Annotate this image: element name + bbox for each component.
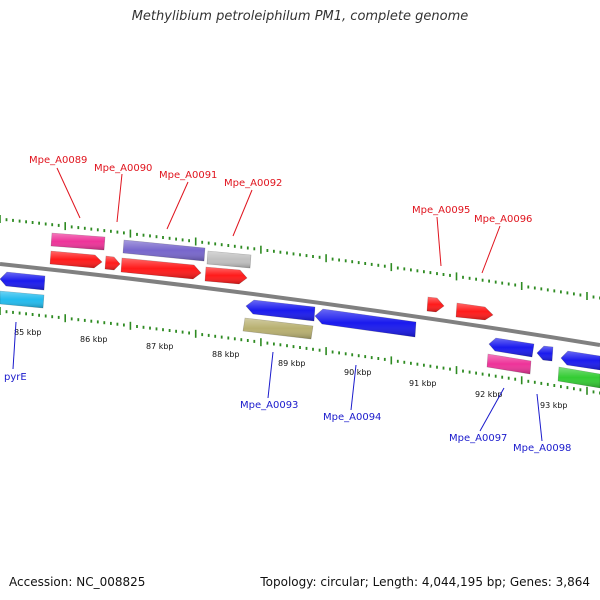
forward-features [49, 232, 494, 321]
leader-mpe-a0092 [232, 189, 253, 237]
forward-gene-labels: Mpe_A0089 Mpe_A0090 Mpe_A0091 Mpe_A0092 … [29, 155, 532, 225]
accession-text: Accession: NC_008825 [9, 575, 146, 589]
leader-mpe-a0097 [479, 387, 505, 432]
ruler-label-87kbp: 87 kbp [146, 342, 174, 351]
leader-mpe-a0089 [56, 167, 81, 219]
label-mpe-a0093[interactable]: Mpe_A0093 [240, 400, 298, 411]
label-mpe-a0096[interactable]: Mpe_A0096 [474, 214, 532, 225]
label-mpe-a0098[interactable]: Mpe_A0098 [513, 443, 571, 454]
ruler-label-90kbp: 90 kbp [344, 368, 372, 377]
topology-text: Topology: circular; Length: 4,044,195 bp… [260, 575, 590, 589]
ruler-label-88kbp: 88 kbp [212, 350, 240, 359]
label-mpe-a0094[interactable]: Mpe_A0094 [323, 412, 381, 423]
label-pyre[interactable]: pyrE [4, 372, 27, 383]
ruler-label-85kbp: 85 kbp [14, 328, 42, 337]
reverse-ruler-ticks [0, 307, 600, 395]
forward-ruler-ticks [0, 215, 600, 300]
label-mpe-a0097[interactable]: Mpe_A0097 [449, 433, 507, 444]
ruler-label-91kbp: 91 kbp [409, 379, 437, 388]
ruler-labels: 85 kbp 86 kbp 87 kbp 88 kbp 89 kbp 90 kb… [14, 328, 568, 410]
leader-pyre [12, 321, 17, 370]
leader-mpe-a0098 [536, 393, 543, 442]
genome-backbone [0, 262, 600, 347]
ruler-label-89kbp: 89 kbp [278, 359, 306, 368]
leader-mpe-a0094 [350, 364, 357, 411]
leader-mpe-a0091 [166, 181, 189, 230]
reverse-gene-labels: pyrE Mpe_A0093 Mpe_A0094 Mpe_A0097 Mpe_A… [4, 372, 571, 454]
leader-mpe-a0093 [267, 351, 274, 399]
label-mpe-a0089[interactable]: Mpe_A0089 [29, 155, 87, 166]
genome-title: Methylibium petroleiphilum PM1, complete… [131, 9, 469, 24]
reverse-features [0, 271, 600, 389]
ruler-label-86kbp: 86 kbp [80, 335, 108, 344]
leader-mpe-a0090 [116, 173, 123, 223]
ruler-label-92kbp: 92 kbp [475, 390, 503, 399]
ruler-label-93kbp: 93 kbp [540, 401, 568, 410]
label-mpe-a0095[interactable]: Mpe_A0095 [412, 205, 470, 216]
label-mpe-a0091[interactable]: Mpe_A0091 [159, 170, 217, 181]
leader-mpe-a0096 [481, 225, 501, 274]
label-mpe-a0092[interactable]: Mpe_A0092 [224, 178, 282, 189]
reverse-leader-lines [12, 321, 543, 442]
label-mpe-a0090[interactable]: Mpe_A0090 [94, 163, 152, 174]
leader-mpe-a0095 [436, 216, 442, 267]
forward-leader-lines [56, 167, 501, 274]
